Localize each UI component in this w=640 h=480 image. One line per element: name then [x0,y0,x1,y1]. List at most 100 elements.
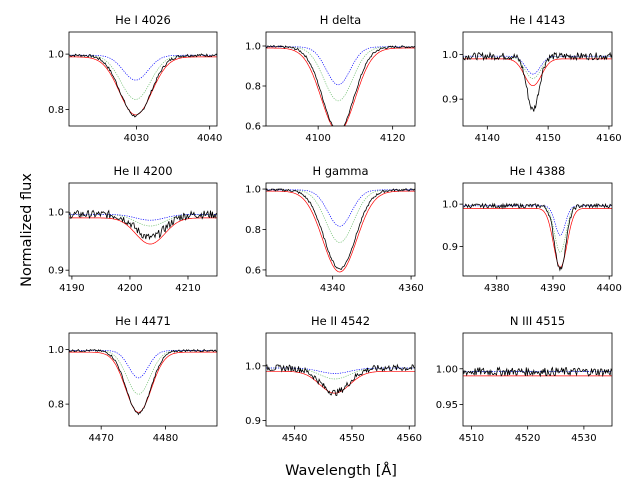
series-observed [266,363,415,396]
series-model-alt [266,189,415,227]
y-tick-label: 0.9 [48,266,64,277]
x-tick-label: 4160 [596,133,621,144]
series-model-alt2 [463,205,612,253]
series-observed [463,202,612,272]
x-tick-label: 4470 [88,433,113,444]
series-observed [266,45,415,126]
panel-9: N III 4515 4510 4520 4530 0.95 1.00 [436,314,613,444]
panel-frame [265,31,416,127]
series-model-alt2 [463,55,612,79]
series-model-alt [266,46,415,86]
panel-title: He I 4471 [115,314,171,328]
series-model [69,217,217,245]
x-tick-label: 4040 [197,133,222,144]
series-model-alt2 [266,46,415,102]
y-tick-label: 1.0 [48,208,64,219]
series-model-alt [463,205,612,236]
x-tick-label: 4150 [535,133,560,144]
y-tick-label: 1.00 [436,364,458,375]
y-tick-label: 1.0 [245,185,261,196]
series-observed [69,209,217,241]
y-tick-label: 0.9 [442,95,458,106]
series-model-alt2 [266,189,415,243]
panel-title: He I 4388 [510,164,566,178]
y-tick-label: 0.8 [245,82,261,93]
y-tick-label: 1.0 [442,50,458,61]
y-tick-label: 0.6 [245,122,261,133]
panel-title: He I 4143 [510,13,566,27]
x-tick-label: 4100 [305,133,330,144]
x-tick-label: 4200 [117,283,142,294]
figure-ylabel: Normalized flux [19,173,35,287]
series-model-alt2 [69,54,217,100]
panel-6: He I 4388 4380 4390 4400 0.9 1.0 [442,164,622,294]
y-tick-label: 0.8 [48,105,64,116]
x-tick-label: 4360 [398,283,423,294]
x-tick-label: 4210 [175,283,200,294]
series-model [266,370,415,394]
series-model-alt [69,214,217,221]
panel-8: He II 4542 4540 4550 4560 0.9 1.0 [245,314,422,444]
panel-title: N III 4515 [510,314,565,328]
y-tick-label: 0.9 [245,416,261,427]
x-tick-label: 4400 [596,283,621,294]
panel-3: He I 4143 4140 4150 4160 0.9 1.0 [442,13,622,144]
x-tick-label: 4340 [320,283,345,294]
panel-title: H gamma [312,164,368,178]
series-model [463,58,612,87]
panel-2: H delta 4100 4120 0.6 0.8 1.0 [245,13,416,144]
x-tick-label: 4390 [540,283,565,294]
panel-1: He I 4026 4030 4040 0.8 1.0 [48,13,222,144]
x-tick-label: 4550 [339,433,364,444]
y-tick-label: 1.0 [48,345,64,356]
series-model [463,208,612,268]
panel-frame [462,182,613,277]
series-model [69,351,217,413]
panel-frame [68,332,218,427]
y-tick-label: 0.9 [442,242,458,253]
x-tick-label: 4520 [515,433,540,444]
series-model-alt [69,350,217,379]
series-model [266,47,415,126]
series-observed [266,188,415,270]
y-tick-label: 1.0 [442,200,458,211]
x-tick-label: 4510 [459,433,484,444]
panel-7: He I 4471 4470 4480 0.8 1.0 [48,314,218,444]
panel-title: H delta [320,13,361,27]
figure-xlabel: Wavelength [Å] [285,462,397,479]
x-tick-label: 4120 [380,133,405,144]
series-model-alt2 [69,350,217,395]
panel-frame [68,182,218,277]
panel-frame [462,31,613,127]
series-observed [463,366,612,378]
x-tick-label: 4530 [571,433,596,444]
x-tick-label: 4030 [124,133,149,144]
series-model [69,56,217,116]
x-tick-label: 4190 [59,283,84,294]
y-tick-label: 1.0 [245,42,261,53]
x-tick-label: 4480 [153,433,178,444]
panel-4: He II 4200 4190 4200 4210 0.9 1.0 [48,164,218,294]
panel-frame [265,182,416,277]
panel-frame [265,332,416,427]
y-tick-label: 1.0 [245,361,261,372]
series-model [266,190,415,273]
panel-title: He II 4200 [113,164,172,178]
series-model-alt [69,54,217,81]
series-observed [69,348,217,416]
x-tick-label: 4560 [397,433,422,444]
y-tick-label: 1.0 [48,50,64,61]
series-observed [463,51,612,112]
panel-title: He II 4542 [311,314,370,328]
y-tick-label: 0.95 [436,400,458,411]
panel-frame [462,332,613,427]
y-tick-label: 0.6 [245,265,261,276]
x-tick-label: 4540 [282,433,307,444]
panel-frame [68,31,218,127]
panel-title: He I 4026 [115,13,171,27]
x-tick-label: 4140 [475,133,500,144]
y-tick-label: 0.8 [245,225,261,236]
x-tick-label: 4380 [484,283,509,294]
series-observed [69,53,217,118]
